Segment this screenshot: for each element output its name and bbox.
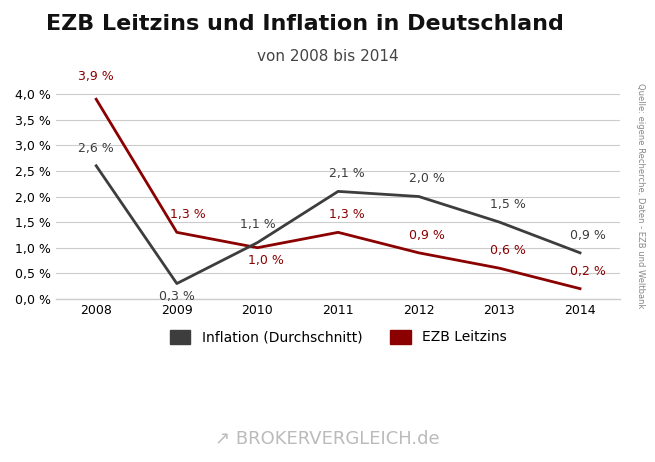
Text: 2,0 %: 2,0 %: [409, 172, 445, 185]
Legend: Inflation (Durchschnitt), EZB Leitzins: Inflation (Durchschnitt), EZB Leitzins: [164, 324, 512, 350]
Text: 0,3 %: 0,3 %: [159, 290, 195, 303]
Text: 3,9 %: 3,9 %: [79, 70, 114, 83]
Text: 1,3 %: 1,3 %: [170, 208, 206, 221]
Text: von 2008 bis 2014: von 2008 bis 2014: [257, 49, 398, 63]
Text: 0,9 %: 0,9 %: [409, 229, 445, 242]
Text: ↗ BROKERVERGLEICH.de: ↗ BROKERVERGLEICH.de: [215, 430, 440, 448]
Text: 2,1 %: 2,1 %: [329, 167, 364, 180]
Text: Quelle: eigene Recherche, Daten - EZB und Weltbank: Quelle: eigene Recherche, Daten - EZB un…: [636, 83, 645, 309]
Text: 0,2 %: 0,2 %: [571, 265, 607, 278]
Text: 0,6 %: 0,6 %: [490, 244, 526, 257]
Text: 0,9 %: 0,9 %: [571, 229, 607, 242]
Text: 2,6 %: 2,6 %: [79, 142, 114, 155]
Text: 1,1 %: 1,1 %: [240, 219, 275, 231]
Text: EZB Leitzins und Inflation in Deutschland: EZB Leitzins und Inflation in Deutschlan…: [46, 14, 564, 34]
Text: 1,3 %: 1,3 %: [329, 208, 364, 221]
Text: 1,5 %: 1,5 %: [490, 198, 526, 211]
Text: 1,0 %: 1,0 %: [248, 254, 284, 267]
